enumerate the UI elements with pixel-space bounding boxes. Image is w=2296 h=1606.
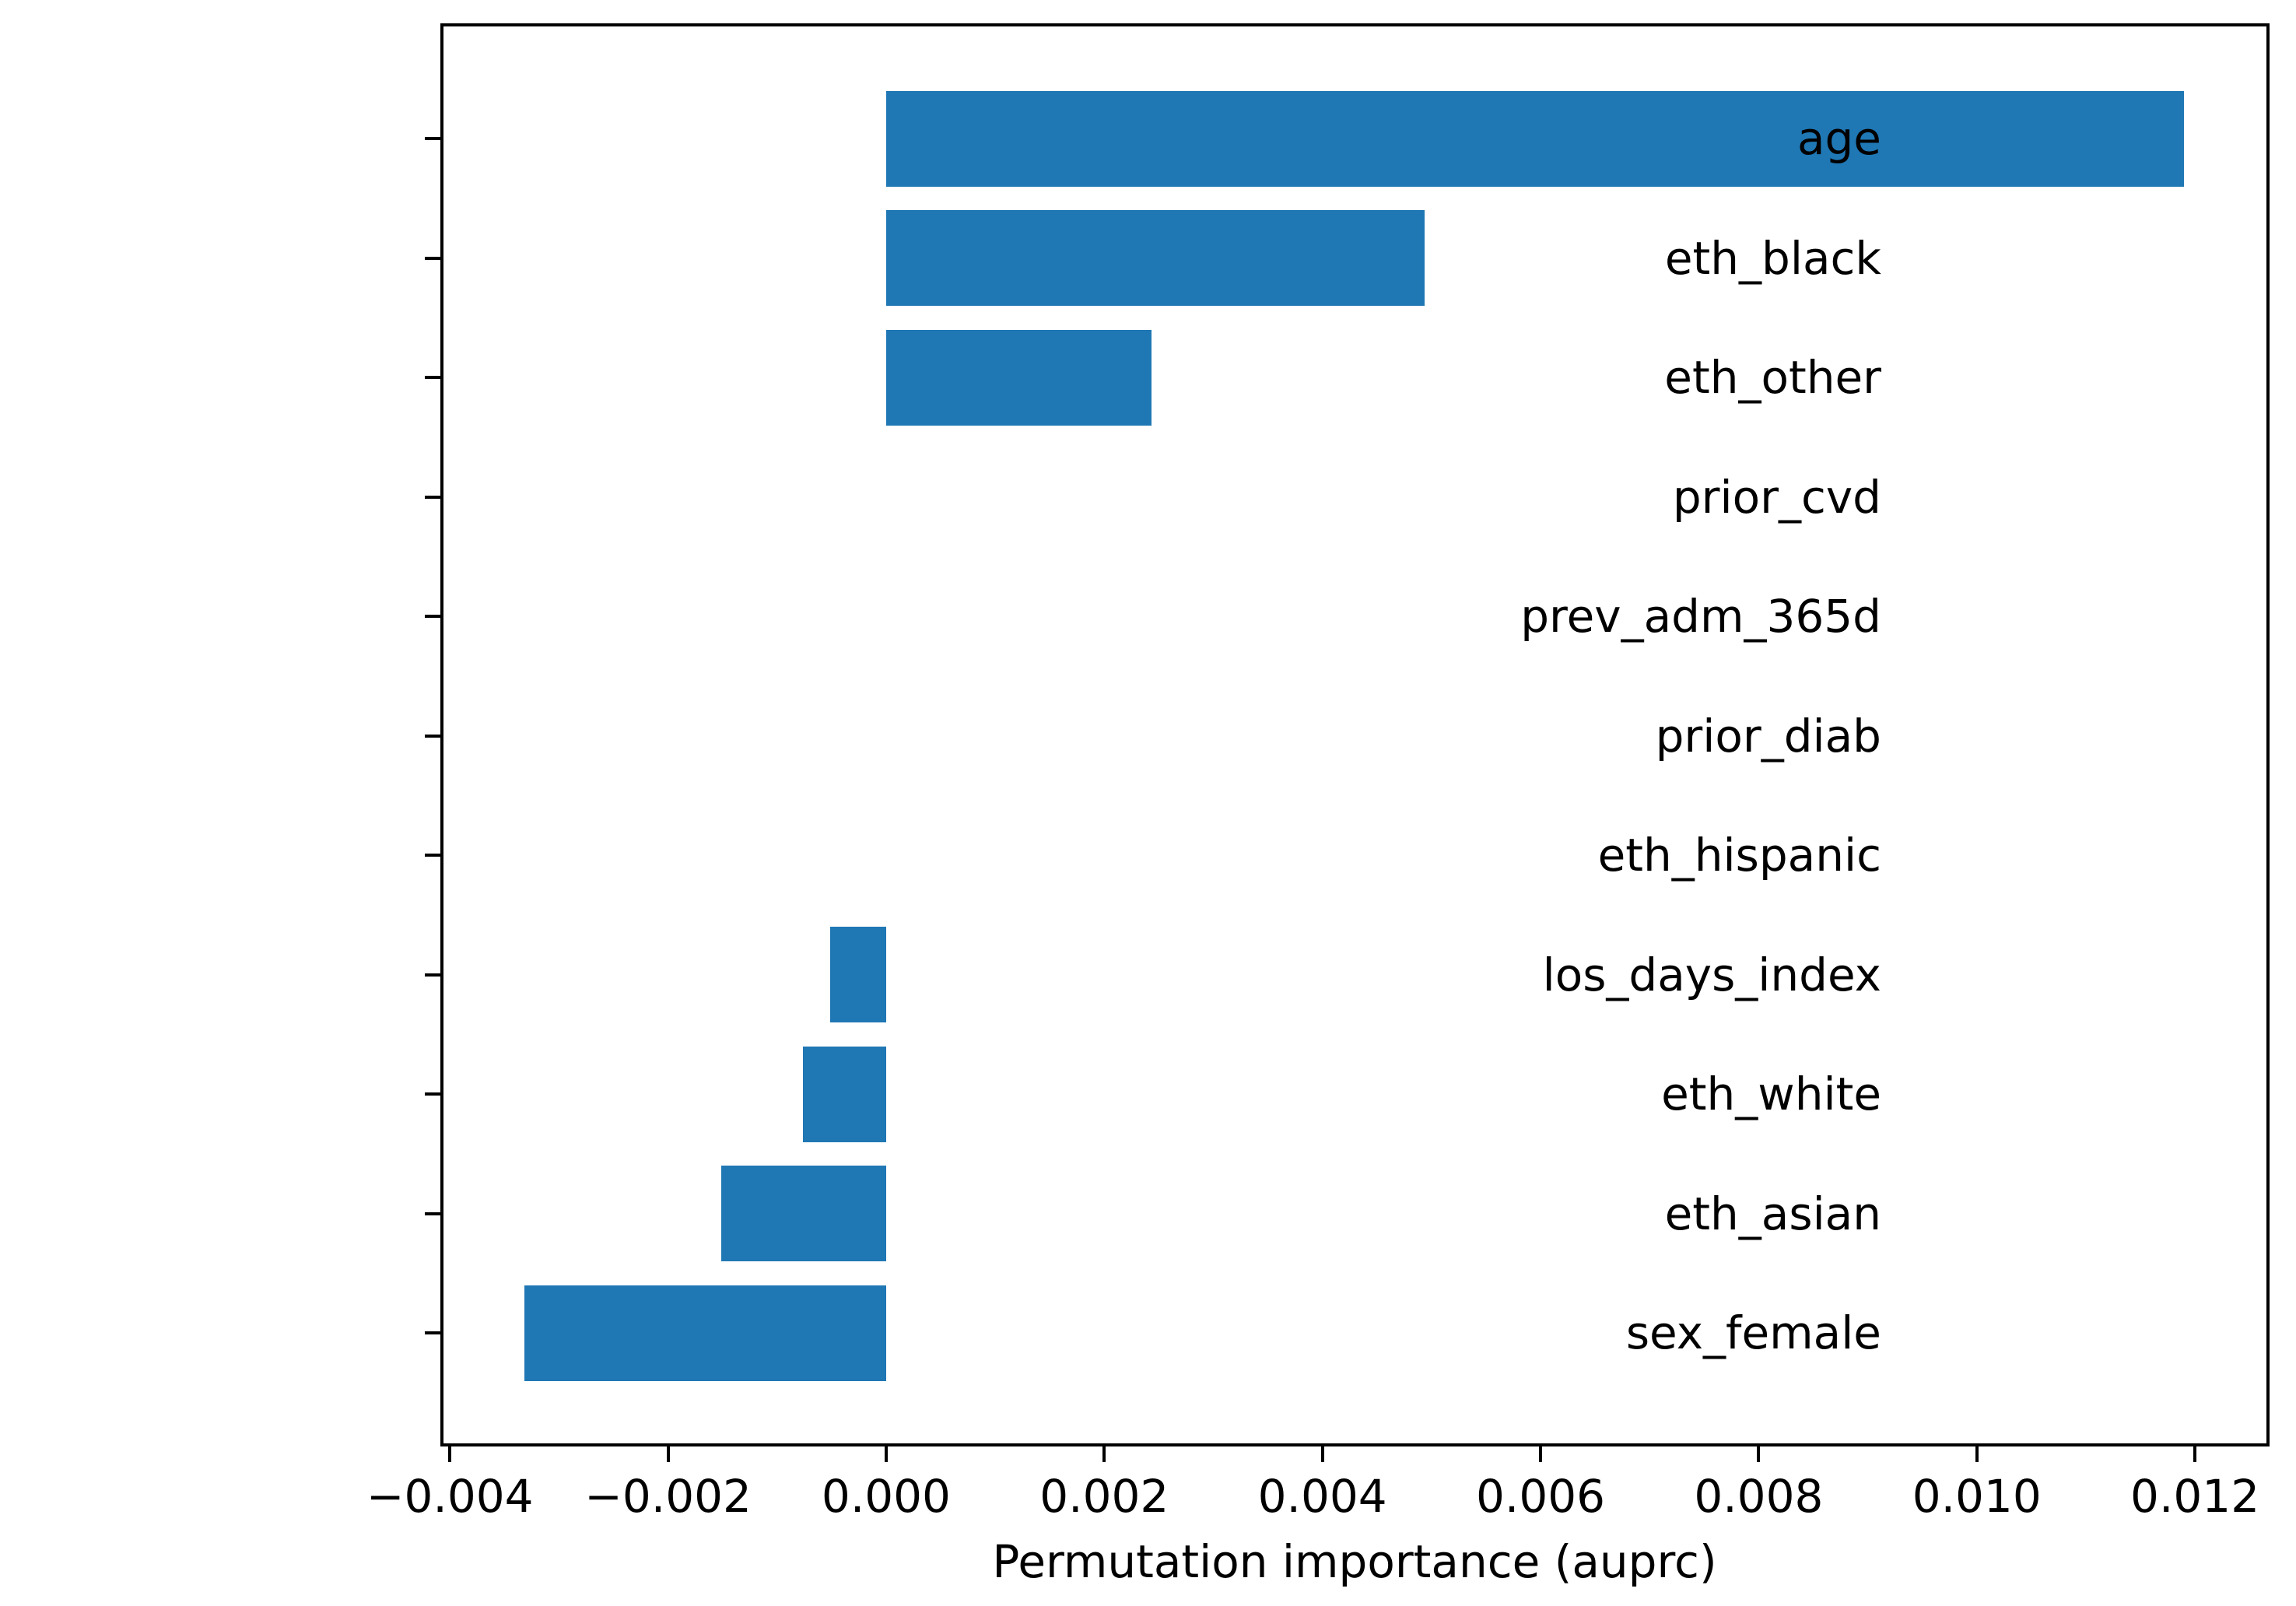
- y-tick: [425, 734, 440, 738]
- y-tick: [425, 256, 440, 260]
- bar: [803, 1046, 886, 1142]
- x-tick: [1757, 1446, 1761, 1462]
- bar: [885, 210, 1425, 306]
- x-tick: [448, 1446, 452, 1462]
- y-tick: [425, 615, 440, 618]
- y-tick: [425, 137, 440, 140]
- y-tick: [425, 854, 440, 857]
- x-tick-label: 0.008: [1694, 1470, 1824, 1523]
- bar: [830, 927, 886, 1022]
- y-tick-label: eth_asian: [1664, 1187, 1881, 1240]
- bar: [885, 329, 1152, 426]
- y-tick: [425, 1092, 440, 1096]
- x-tick: [1320, 1446, 1324, 1462]
- x-tick-label: 0.002: [1039, 1470, 1169, 1523]
- x-axis-title: Permutation importance (auprc): [992, 1535, 1717, 1588]
- bar: [721, 1166, 886, 1261]
- axis-spine-top: [440, 23, 2270, 26]
- x-tick-label: 0.000: [821, 1470, 951, 1523]
- axis-spine-left: [440, 23, 443, 1446]
- y-tick-label: age: [1796, 112, 1881, 165]
- y-tick: [425, 495, 440, 499]
- x-tick-label: 0.004: [1257, 1470, 1387, 1523]
- x-tick: [1539, 1446, 1542, 1462]
- x-tick-label: 0.006: [1475, 1470, 1606, 1523]
- y-tick-label: eth_black: [1664, 231, 1881, 285]
- y-tick-label: los_days_index: [1542, 948, 1881, 1001]
- bar: [524, 1285, 886, 1381]
- axis-spine-bottom: [440, 1443, 2270, 1446]
- y-tick-label: sex_female: [1625, 1306, 1881, 1359]
- x-tick-label: −0.002: [584, 1470, 752, 1523]
- y-tick-label: eth_other: [1664, 351, 1881, 404]
- axis-spine-right: [2266, 23, 2270, 1446]
- y-tick-label: prior_cvd: [1672, 470, 1881, 524]
- x-tick: [1102, 1446, 1106, 1462]
- bar: [885, 90, 2185, 187]
- x-tick: [2193, 1446, 2197, 1462]
- y-tick: [425, 376, 440, 379]
- y-tick: [425, 973, 440, 977]
- y-tick-label: prev_adm_365d: [1520, 590, 1881, 643]
- x-tick-label: 0.012: [2130, 1470, 2260, 1523]
- x-tick-label: −0.004: [366, 1470, 534, 1523]
- y-tick: [425, 1331, 440, 1334]
- x-tick: [1975, 1446, 1979, 1462]
- x-tick: [884, 1446, 888, 1462]
- x-tick-label: 0.010: [1912, 1470, 2042, 1523]
- y-tick-label: eth_white: [1661, 1068, 1881, 1120]
- x-tick: [666, 1446, 670, 1462]
- y-tick-label: eth_hispanic: [1597, 829, 1881, 882]
- y-tick-label: prior_diab: [1655, 709, 1881, 763]
- y-tick: [425, 1212, 440, 1215]
